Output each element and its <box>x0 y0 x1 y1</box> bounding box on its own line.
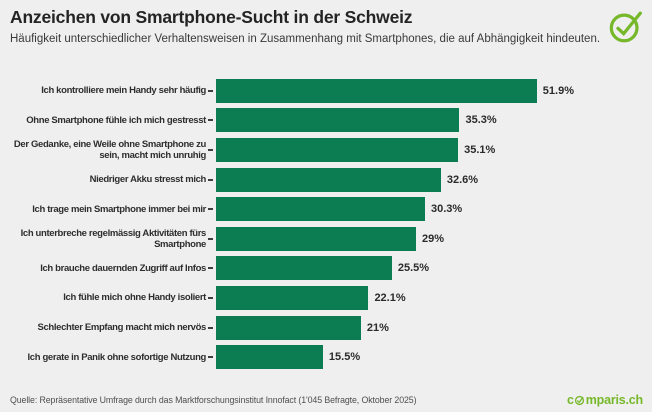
brand-prefix-text: c <box>566 393 574 407</box>
category-label: Ich kontrolliere mein Handy sehr häufig <box>41 85 206 97</box>
brand-suffix-text: mparis.ch <box>585 393 643 407</box>
bar-row: Der Gedanke, eine Weile ohne Smartphone … <box>8 135 644 165</box>
bar-row: Ich kontrolliere mein Handy sehr häufig 5… <box>8 76 644 106</box>
value-label: 35.3% <box>465 114 497 127</box>
value-label: 29% <box>422 232 445 245</box>
bar-track: 29% <box>216 226 574 251</box>
bar-track: 15.5% <box>216 345 574 370</box>
category-tick <box>208 237 213 240</box>
category-label: Ohne Smartphone fühle ich mich gestresst <box>26 114 206 126</box>
category-label: Ich unterbreche regelmässig Aktivitäten … <box>20 227 207 250</box>
bar-row: Ich gerate in Panik ohne sofortige Nutzu… <box>8 342 644 372</box>
value-label: 35.1% <box>464 143 496 156</box>
bar-row: Ich trage mein Smartphone immer bei mir 3… <box>8 194 644 224</box>
category-tick <box>208 296 213 299</box>
bar <box>216 285 369 310</box>
bar <box>216 345 323 370</box>
bar-track: 35.3% <box>216 108 574 133</box>
value-label: 25.5% <box>397 262 430 275</box>
comparis-wordmark: c mparis.ch <box>567 393 643 407</box>
category-tick <box>208 178 213 181</box>
bar-track: 21% <box>216 315 574 340</box>
bar <box>216 315 361 340</box>
value-label: 32.6% <box>446 173 479 186</box>
category-label: Ich fühle mich ohne Handy isoliert <box>63 292 206 304</box>
bar-row: Ohne Smartphone fühle ich mich gestresst… <box>8 106 644 136</box>
bar-track: 35.1% <box>216 137 574 162</box>
bar <box>216 108 460 133</box>
bar-track: 51.9% <box>216 78 574 103</box>
category-label: Der Gedanke, eine Weile ohne Smartphone … <box>13 138 206 161</box>
value-label: 30.3% <box>431 203 463 216</box>
bar <box>216 226 417 251</box>
bar-row: Niedriger Akku stresst mich 32.6% <box>8 165 644 195</box>
page-title: Anzeichen von Smartphone-Sucht in der Sc… <box>10 7 413 27</box>
category-tick <box>208 89 213 92</box>
category-tick <box>208 326 213 329</box>
bar <box>216 167 441 192</box>
source-note: Quelle: Repräsentative Umfrage durch das… <box>10 395 417 405</box>
category-label: Ich brauche dauernden Zugriff auf Infos <box>40 262 206 274</box>
category-tick <box>208 356 213 359</box>
bar <box>216 197 425 222</box>
smartphone-addiction-bar-chart: Ich kontrolliere mein Handy sehr häufig 5… <box>8 76 644 372</box>
category-label: Ich gerate in Panik ohne sofortige Nutzu… <box>27 351 207 363</box>
page-subtitle: Häufigkeit unterschiedlicher Verhaltensw… <box>10 33 601 45</box>
category-tick <box>208 208 213 211</box>
bar-row: Ich fühle mich ohne Handy isoliert 22.1% <box>8 283 644 313</box>
bar <box>216 256 392 281</box>
bar-track: 25.5% <box>216 256 574 281</box>
bar <box>216 137 459 162</box>
value-label: 51.9% <box>542 84 574 97</box>
comparis-check-circle-icon <box>609 11 642 43</box>
value-label: 15.5% <box>328 351 361 364</box>
category-label: Ich trage mein Smartphone immer bei mir <box>32 203 206 215</box>
category-tick <box>208 267 213 270</box>
category-label: Niedriger Akku stresst mich <box>89 173 207 185</box>
bar-track: 32.6% <box>216 167 574 192</box>
bar-row: Ich unterbreche regelmässig Aktivitäten … <box>8 224 644 254</box>
category-tick <box>208 119 213 122</box>
category-tick <box>208 148 213 151</box>
bar-track: 30.3% <box>216 197 574 222</box>
category-label: Schlechter Empfang macht mich nervös <box>37 321 207 333</box>
bar-row: Ich brauche dauernden Zugriff auf Infos 2… <box>8 254 644 284</box>
bar <box>216 78 537 103</box>
bar-row: Schlechter Empfang macht mich nervös 21% <box>8 313 644 343</box>
value-label: 22.1% <box>374 291 406 304</box>
bar-track: 22.1% <box>216 285 574 310</box>
value-label: 21% <box>366 321 389 334</box>
brand-o-check-icon <box>575 395 585 406</box>
